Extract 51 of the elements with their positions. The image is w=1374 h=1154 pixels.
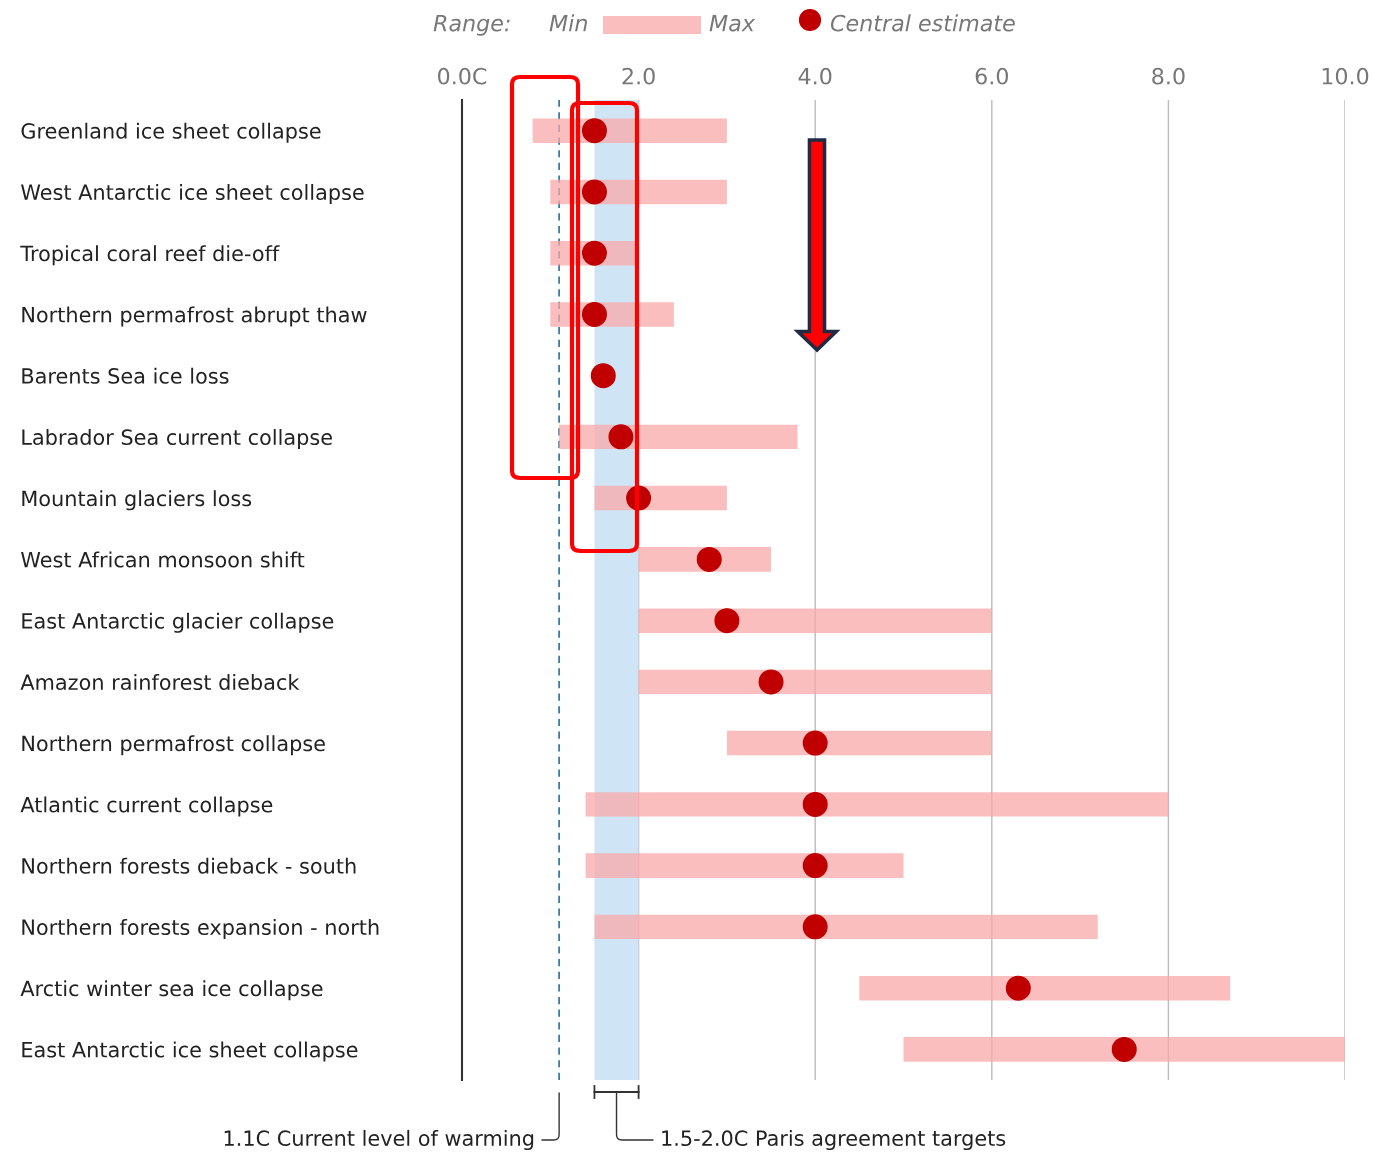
point	[696, 546, 722, 572]
bar	[585, 792, 1169, 817]
point	[714, 608, 740, 634]
point	[581, 301, 607, 327]
y-tick-label: Northern permafrost collapse	[22, 735, 325, 756]
bar	[903, 1037, 1345, 1062]
y-tick-label: Tropical coral reef die-off	[20, 245, 280, 266]
y-tick-label: West African monsoon shift	[21, 551, 305, 568]
y-tick-label: Labrador Sea current collapse	[22, 428, 332, 450]
point	[590, 363, 616, 389]
y-tick-label: Amazon rainforest dieback	[20, 673, 300, 691]
point	[581, 240, 607, 266]
point	[1111, 1036, 1137, 1062]
bar	[638, 608, 992, 633]
x-tick-label: 0.0C	[438, 67, 487, 85]
y-tick-label: Northern permafrost abrupt thaw	[22, 306, 367, 327]
y-tick-label: Northern forests expansion - north	[22, 918, 379, 940]
point	[758, 669, 784, 695]
band-label: 1.5-2.0C Paris agreement targets	[662, 1129, 1006, 1151]
text: Min	[549, 14, 587, 32]
x-tick-label: 6.0	[975, 67, 1008, 85]
y-tick-label: Greenland ice sheet collapse	[21, 122, 321, 143]
y-tick-label: Mountain glaciers loss	[22, 490, 252, 511]
point	[802, 730, 828, 756]
point	[802, 914, 828, 940]
bar	[726, 730, 992, 756]
text: Max	[709, 14, 756, 32]
bar	[585, 853, 904, 878]
y-tick-label: East Antarctic glacier collapse	[22, 612, 334, 633]
y-tick-label: East Antarctic ice sheet collapse	[22, 1041, 358, 1062]
legend-label: Central estimate	[830, 14, 1015, 32]
y-tick-label: West Antarctic ice sheet collapse	[21, 183, 364, 205]
point	[802, 853, 828, 879]
bar	[638, 669, 992, 695]
point	[581, 118, 607, 144]
bar	[859, 975, 1231, 1001]
legend-title: Range:	[433, 14, 510, 36]
point	[802, 791, 828, 817]
ref-line-label: 1.1C Current level of warming	[224, 1129, 534, 1151]
y-tick-label: Arctic winter sea ice collapse	[20, 980, 323, 1001]
y-tick-label: Barents Sea ice loss	[22, 367, 229, 384]
y-tick-label: Northern forests dieback - south	[22, 857, 356, 874]
x-tick-label: 8.0	[1152, 67, 1185, 85]
bar	[594, 914, 1098, 940]
point	[608, 424, 634, 450]
x-tick-label: 4.0	[798, 67, 832, 85]
point	[1005, 975, 1031, 1001]
x-tick-label: 10.0	[1322, 67, 1369, 85]
y-tick-label: Atlantic current collapse	[20, 796, 273, 817]
point	[581, 179, 607, 205]
x-tick-label: 2.0	[622, 67, 655, 85]
